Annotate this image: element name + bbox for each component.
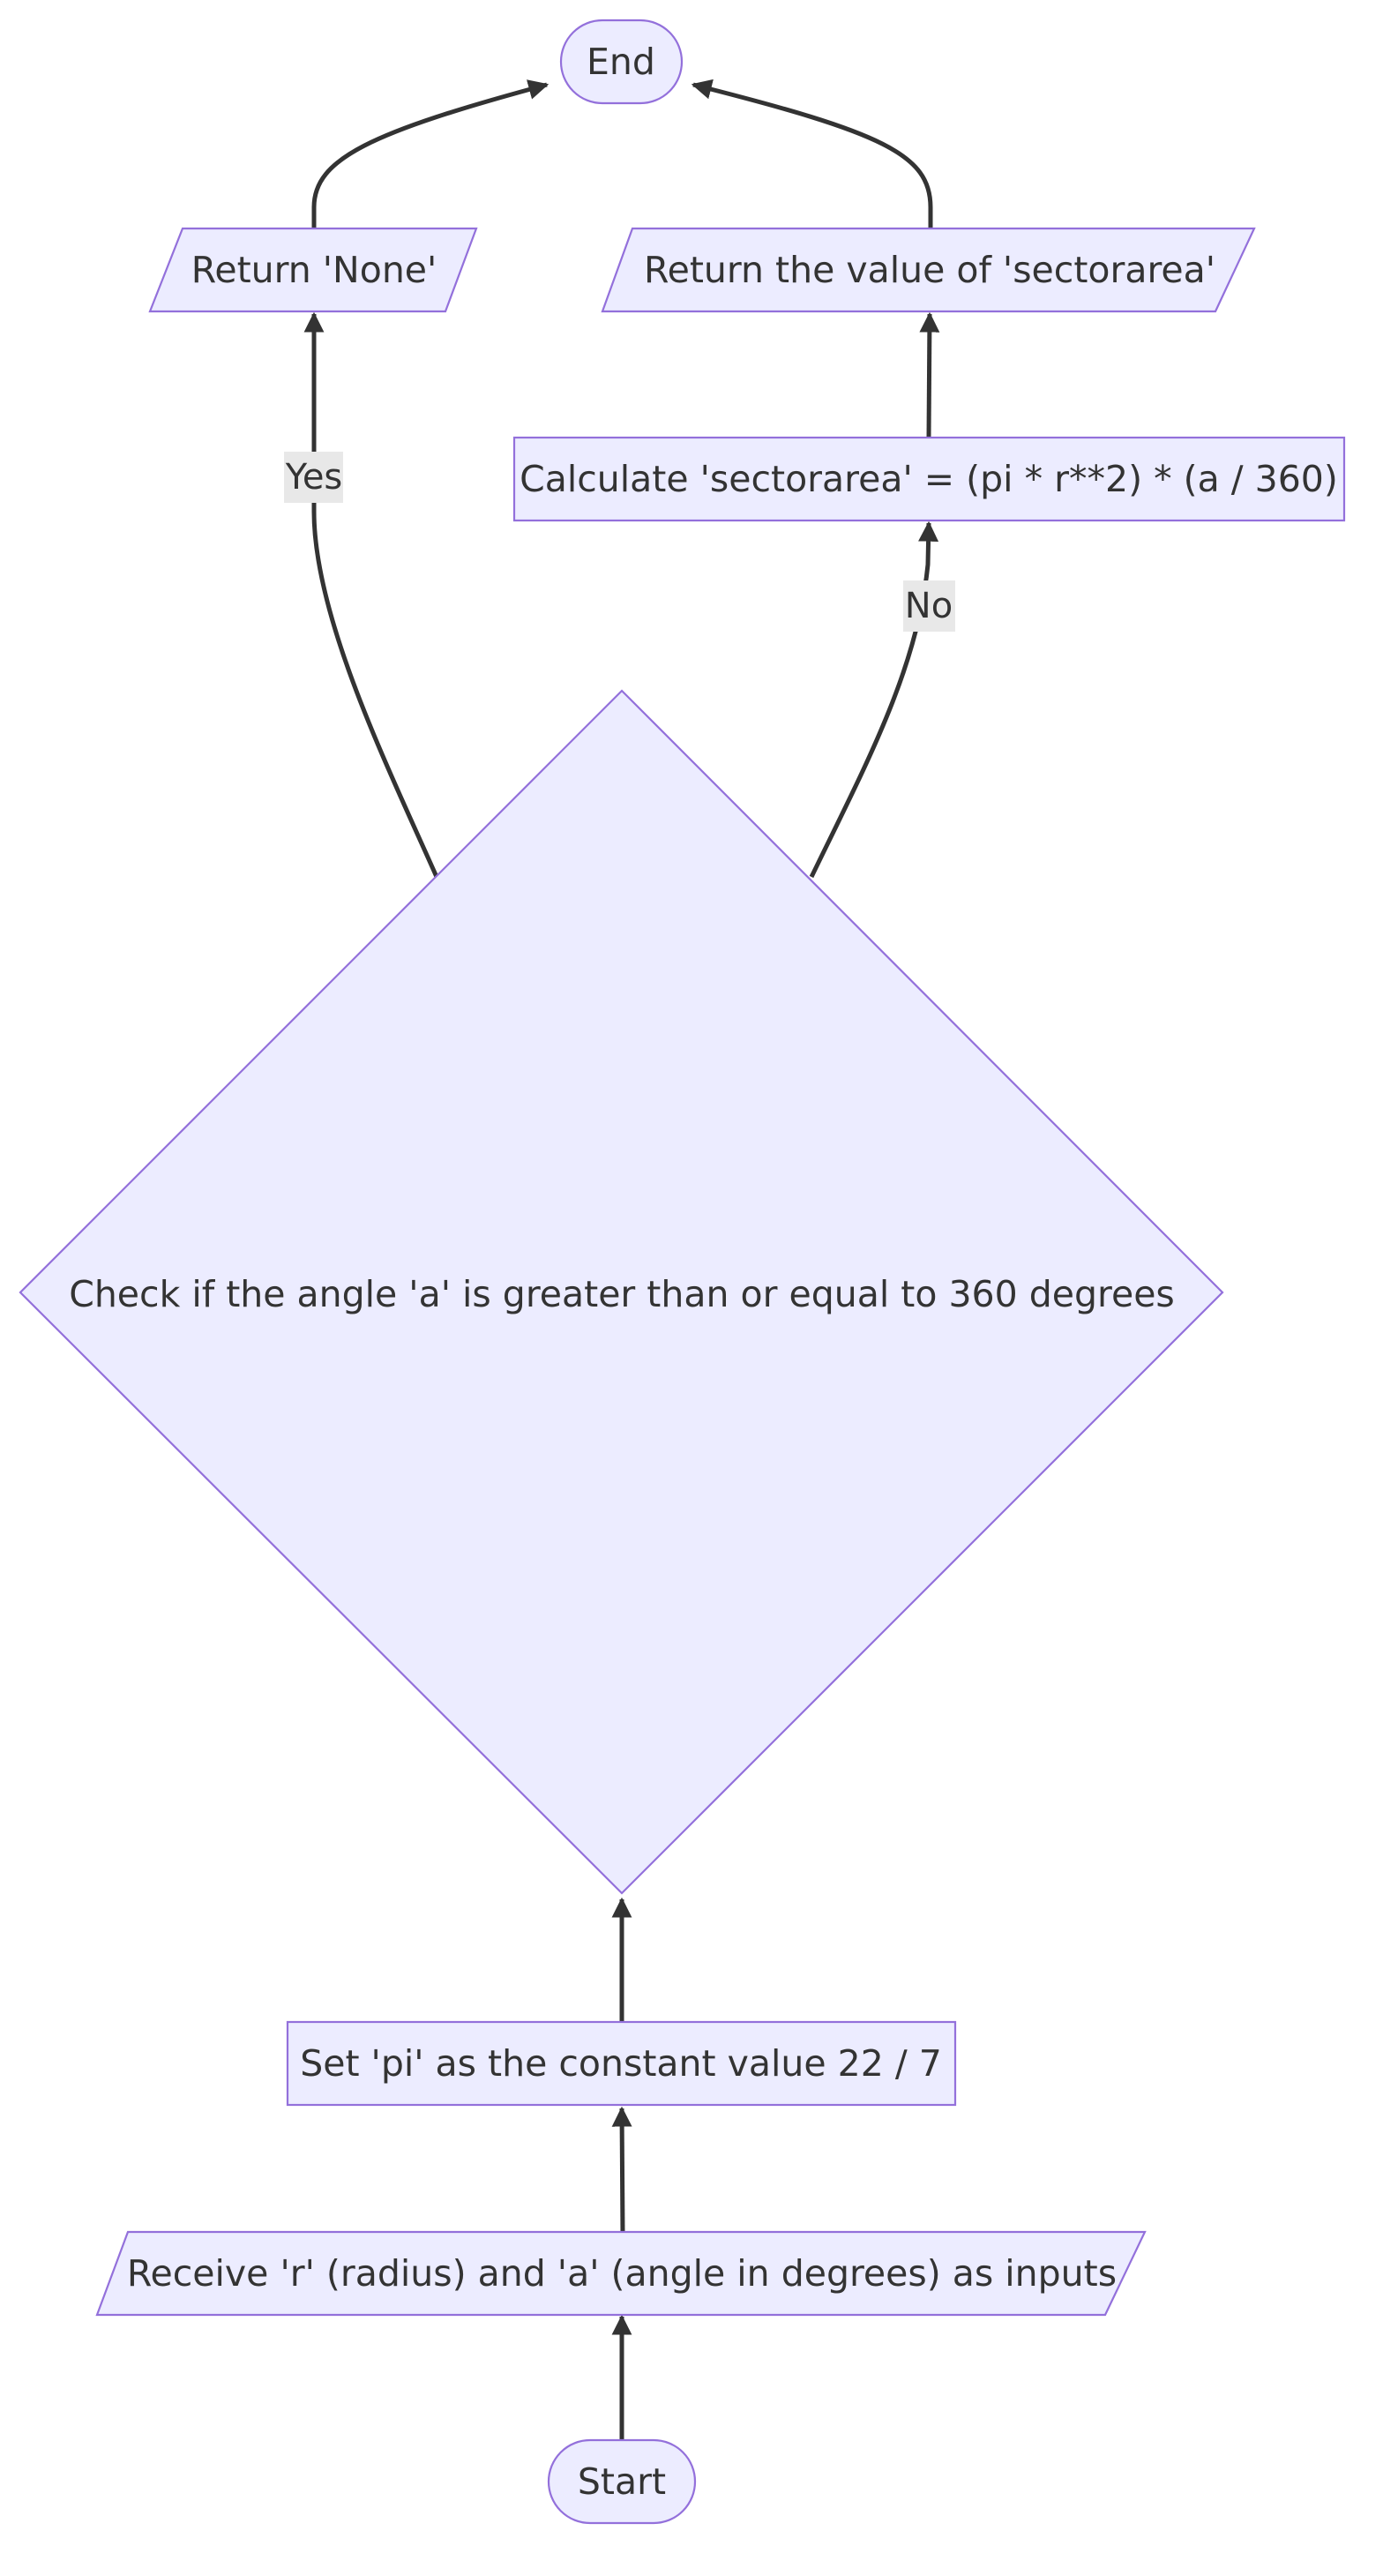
svg-text:Set 'pi' as the constant value: Set 'pi' as the constant value 22 / 7	[300, 2042, 942, 2085]
svg-text:Receive 'r' (radius) and 'a' (: Receive 'r' (radius) and 'a' (angle in d…	[127, 2252, 1117, 2295]
svg-text:Return the value of 'sectorare: Return the value of 'sectorarea'	[644, 249, 1215, 291]
edge-return-none-to-end	[311, 79, 549, 228]
edge-label-yes: Yes	[284, 452, 343, 503]
svg-text:Return 'None': Return 'None'	[191, 249, 437, 291]
edge-calculate-to-return-value	[919, 311, 940, 438]
edge-return-value-to-end	[691, 79, 933, 228]
svg-text:End: End	[587, 41, 655, 83]
svg-text:Calculate 'sectorarea' = (pi *: Calculate 'sectorarea' = (pi * r**2) * (…	[520, 458, 1338, 500]
edge-label-no: No	[903, 580, 955, 632]
node-calculate: Calculate 'sectorarea' = (pi * r**2) * (…	[512, 436, 1346, 522]
node-set-pi: Set 'pi' as the constant value 22 / 7	[286, 2020, 957, 2107]
edge-receive-to-setpi	[611, 2106, 632, 2235]
node-end: End	[559, 19, 684, 105]
node-check-decision: Check if the angle 'a' is greater than o…	[19, 689, 1224, 1895]
svg-text:Yes: Yes	[285, 457, 343, 498]
svg-text:Start: Start	[578, 2460, 666, 2503]
edge-check-to-calculate	[809, 520, 939, 879]
edge-check-to-return-none	[303, 311, 439, 879]
node-receive-inputs: Receive 'r' (radius) and 'a' (angle in d…	[95, 2230, 1147, 2317]
svg-text:No: No	[905, 586, 953, 626]
svg-text:Check if the angle 'a' is grea: Check if the angle 'a' is greater than o…	[69, 1273, 1175, 1315]
node-return-value: Return the value of 'sectorarea'	[601, 227, 1256, 313]
node-return-none: Return 'None'	[148, 227, 478, 313]
node-start: Start	[547, 2438, 697, 2525]
